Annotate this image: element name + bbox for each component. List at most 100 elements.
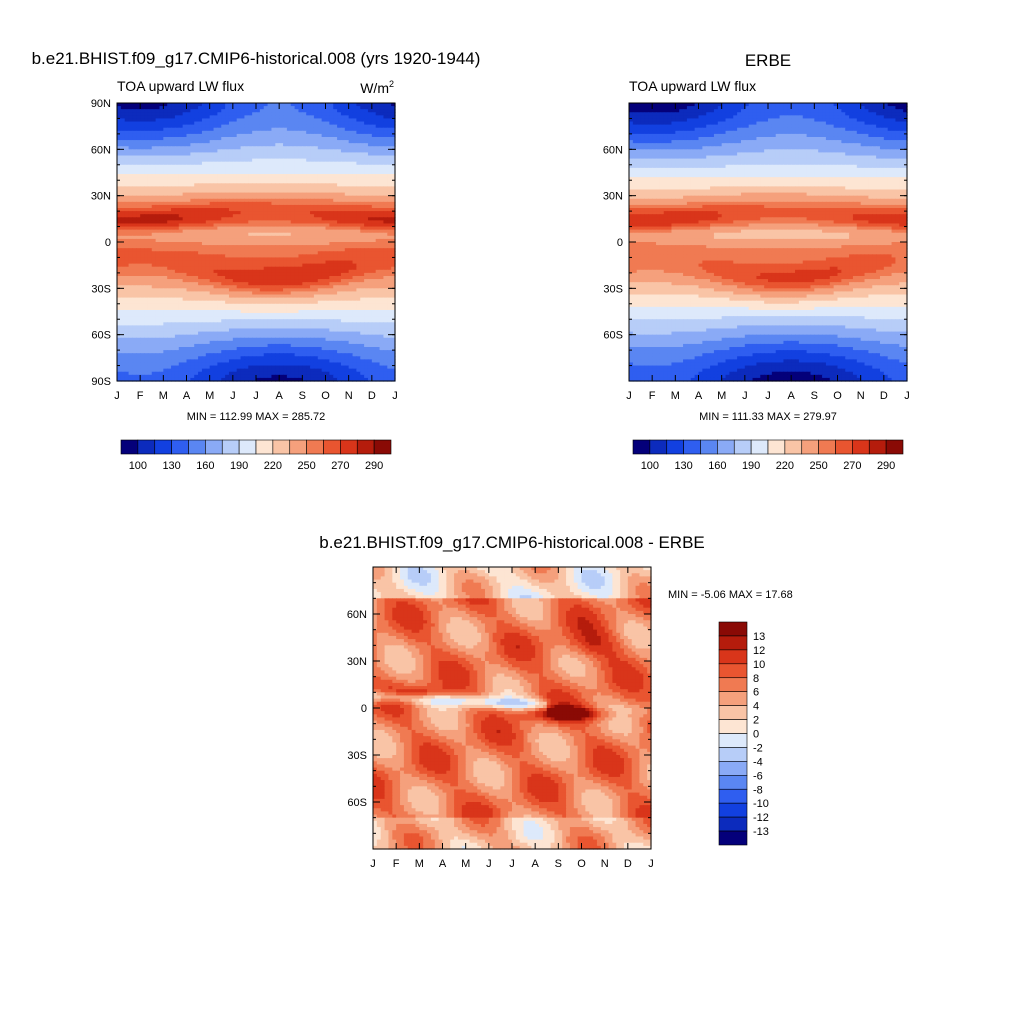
heatmap-cell bbox=[313, 186, 319, 191]
heatmap-cell bbox=[174, 130, 180, 135]
heatmap-cell bbox=[252, 130, 257, 135]
heatmap-cell bbox=[279, 161, 284, 166]
heatmap-cell bbox=[375, 211, 381, 215]
heatmap-cell bbox=[337, 103, 342, 107]
heatmap-cell bbox=[221, 220, 226, 225]
heatmap-cell bbox=[190, 198, 195, 203]
heatmap-cell bbox=[329, 170, 334, 175]
heatmap-cell bbox=[364, 189, 369, 194]
heatmap-cell bbox=[306, 133, 311, 138]
heatmap-cell bbox=[228, 170, 234, 175]
heatmap-cell bbox=[310, 158, 315, 163]
heatmap-cell bbox=[310, 143, 315, 147]
heatmap-cell bbox=[225, 183, 230, 187]
heatmap-cell bbox=[228, 183, 234, 187]
heatmap-cell bbox=[244, 155, 249, 160]
heatmap-cell bbox=[171, 121, 176, 126]
heatmap-cell bbox=[313, 146, 319, 150]
heatmap-cell bbox=[205, 208, 211, 212]
heatmap-cell bbox=[209, 161, 215, 166]
heatmap-cell bbox=[321, 130, 327, 135]
heatmap-cell bbox=[140, 127, 145, 132]
heatmap-cell bbox=[217, 112, 222, 116]
heatmap-cell bbox=[364, 180, 369, 184]
heatmap-cell bbox=[325, 109, 330, 113]
heatmap-cell bbox=[371, 115, 377, 120]
heatmap-cell bbox=[155, 164, 161, 169]
heatmap-cell bbox=[267, 217, 273, 221]
heatmap-cell bbox=[317, 220, 323, 225]
heatmap-cell bbox=[340, 103, 346, 107]
heatmap-cell bbox=[136, 214, 141, 218]
heatmap-cell bbox=[144, 124, 149, 129]
heatmap-cell bbox=[225, 177, 230, 181]
heatmap-cell bbox=[329, 214, 334, 218]
heatmap-cell bbox=[256, 106, 261, 110]
heatmap-cell bbox=[275, 158, 280, 163]
heatmap-cell bbox=[387, 149, 392, 154]
heatmap-cell bbox=[155, 118, 161, 123]
heatmap-cell bbox=[136, 177, 141, 181]
heatmap-cell bbox=[344, 180, 350, 184]
heatmap-cell bbox=[201, 204, 207, 209]
heatmap-cell bbox=[163, 189, 168, 194]
heatmap-cell bbox=[136, 127, 141, 132]
heatmap-cell bbox=[198, 109, 203, 113]
heatmap-cell bbox=[290, 204, 296, 209]
heatmap-cell bbox=[267, 214, 273, 218]
heatmap-cell bbox=[271, 217, 276, 221]
heatmap-cell bbox=[198, 127, 203, 132]
heatmap-cell bbox=[302, 149, 307, 154]
heatmap-cell bbox=[205, 174, 211, 178]
heatmap-cell bbox=[232, 133, 238, 138]
heatmap-cell bbox=[371, 192, 377, 197]
heatmap-cell bbox=[364, 146, 369, 150]
heatmap-cell bbox=[163, 198, 168, 203]
heatmap-cell bbox=[379, 195, 385, 200]
heatmap-cell bbox=[120, 155, 126, 160]
heatmap-cell bbox=[321, 217, 327, 221]
heatmap-cell bbox=[379, 152, 385, 157]
heatmap-cell bbox=[136, 136, 141, 141]
heatmap-cell bbox=[267, 192, 273, 197]
heatmap-cell bbox=[244, 208, 249, 212]
heatmap-cell bbox=[232, 192, 238, 197]
heatmap-cell bbox=[174, 155, 180, 160]
heatmap-cell bbox=[147, 180, 153, 184]
heatmap-cell bbox=[294, 140, 300, 144]
heatmap-cell bbox=[201, 109, 207, 113]
heatmap-cell bbox=[174, 121, 180, 126]
heatmap-cell bbox=[128, 164, 134, 169]
heatmap-cell bbox=[267, 155, 273, 160]
heatmap-cell bbox=[256, 174, 261, 178]
heatmap-cell bbox=[194, 174, 199, 178]
heatmap-cell bbox=[151, 192, 157, 197]
heatmap-cell bbox=[290, 146, 296, 150]
heatmap-cell bbox=[279, 174, 284, 178]
heatmap-cell bbox=[205, 146, 211, 150]
heatmap-cell bbox=[155, 167, 161, 172]
heatmap-cell bbox=[147, 136, 153, 141]
heatmap-cell bbox=[286, 180, 292, 184]
heatmap-cell bbox=[271, 211, 276, 215]
heatmap-cell bbox=[117, 106, 122, 110]
heatmap-cell bbox=[286, 133, 292, 138]
heatmap-cell bbox=[209, 109, 215, 113]
heatmap-cell bbox=[151, 146, 157, 150]
heatmap-cell bbox=[325, 127, 330, 132]
heatmap-cell bbox=[290, 201, 296, 206]
heatmap-cell bbox=[201, 127, 207, 132]
heatmap-cell bbox=[259, 192, 265, 197]
heatmap-cell bbox=[283, 167, 288, 172]
heatmap-cell bbox=[205, 201, 211, 206]
heatmap-cell bbox=[259, 152, 265, 157]
heatmap-cell bbox=[286, 124, 292, 129]
heatmap-cell bbox=[128, 208, 134, 212]
heatmap-cell bbox=[132, 158, 137, 163]
heatmap-cell bbox=[248, 158, 253, 163]
heatmap-cell bbox=[221, 136, 226, 141]
heatmap-cell bbox=[275, 204, 280, 209]
heatmap-cell bbox=[352, 158, 357, 163]
heatmap-cell bbox=[333, 186, 338, 191]
heatmap-cell bbox=[128, 186, 134, 191]
